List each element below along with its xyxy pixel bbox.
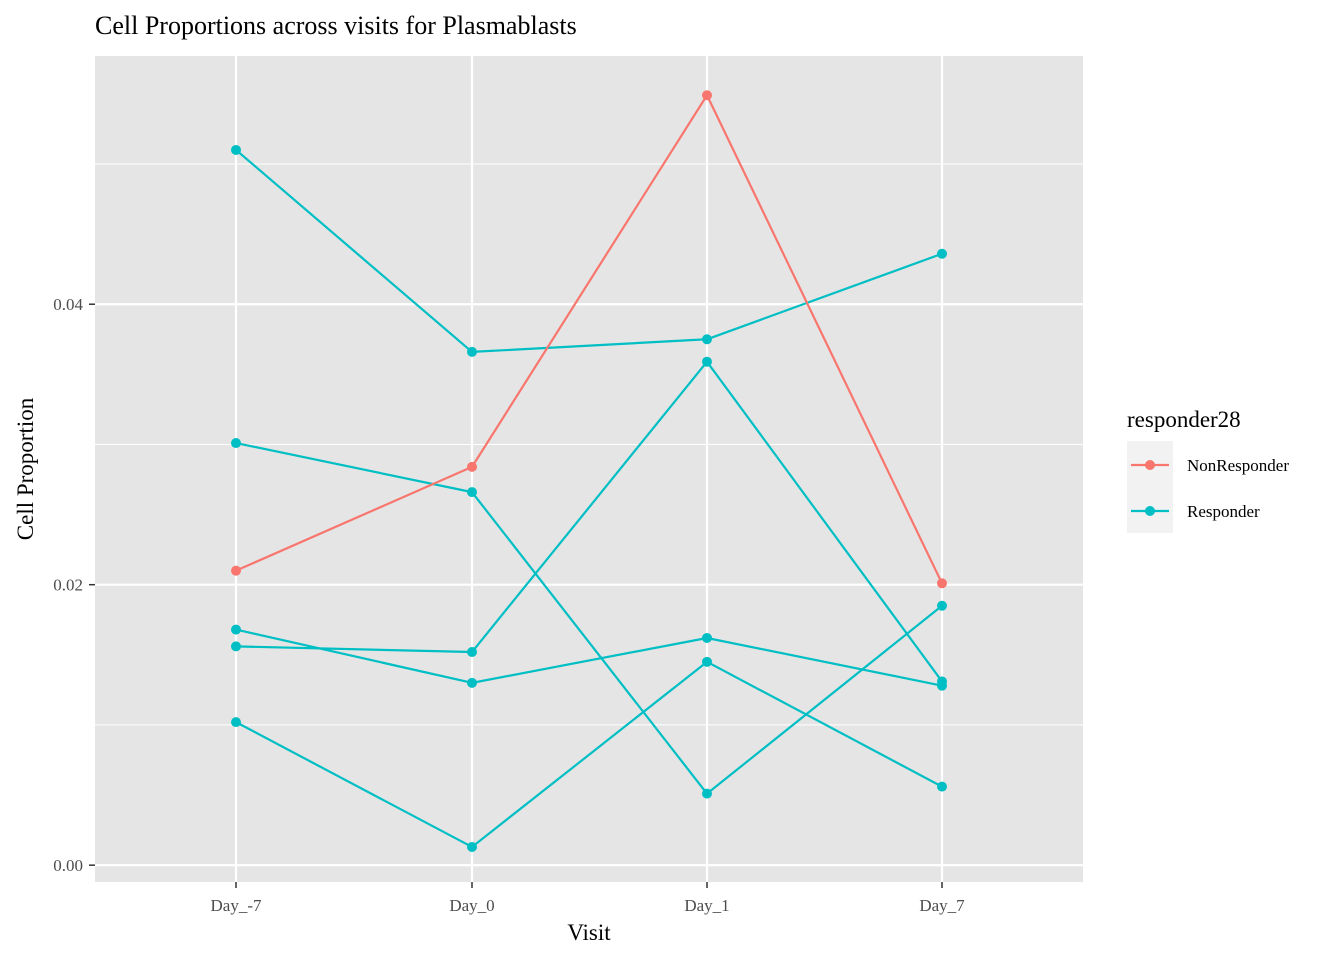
data-point-responder (231, 641, 241, 652)
data-point-nonresponder (937, 578, 947, 589)
y-tick-label: 0.00 (53, 856, 83, 875)
data-point-responder (231, 717, 241, 728)
data-point-responder (467, 346, 477, 357)
chart-title: Cell Proportions across visits for Plasm… (95, 11, 577, 40)
series-layer (231, 90, 947, 852)
axes: 0.00 0.02 0.04 Day_-7 Day_0 Day_1 Day_7 (53, 295, 965, 915)
series-line-responder (235, 660, 943, 849)
data-point-responder (937, 781, 947, 792)
plot-panel (95, 56, 1083, 882)
data-point-responder (937, 676, 947, 687)
data-point-responder (937, 248, 947, 259)
data-point-responder (702, 356, 712, 367)
data-point-responder (937, 600, 947, 611)
series-line-responder (235, 441, 943, 795)
legend-key-background (1127, 441, 1173, 533)
y-tick-label: 0.02 (53, 576, 83, 595)
data-point-responder (702, 334, 712, 345)
legend-key-point (1145, 506, 1155, 516)
x-tick-label: Day_1 (684, 896, 729, 915)
data-point-nonresponder (467, 461, 477, 472)
x-tick-label: Day_7 (919, 896, 965, 915)
data-point-responder (467, 487, 477, 498)
data-point-responder (702, 788, 712, 799)
data-point-responder (467, 677, 477, 688)
series-line-responder (235, 628, 943, 687)
legend-label: Responder (1187, 502, 1260, 521)
data-point-responder (231, 438, 241, 449)
data-point-nonresponder (702, 90, 712, 101)
x-tick-label: Day_-7 (211, 896, 262, 915)
data-point-responder (702, 656, 712, 667)
y-axis-title: Cell Proportion (13, 397, 38, 540)
data-point-responder (467, 841, 477, 852)
data-point-responder (467, 647, 477, 658)
legend-title: responder28 (1127, 407, 1241, 432)
data-point-responder (231, 624, 241, 635)
series-line-responder (235, 360, 943, 683)
x-tick-label: Day_0 (449, 896, 494, 915)
series-line-nonresponder (235, 94, 943, 584)
x-axis-title: Visit (567, 920, 611, 945)
data-point-responder (702, 632, 712, 643)
grid (95, 56, 1083, 882)
legend-label: NonResponder (1187, 456, 1289, 475)
data-point-nonresponder (231, 565, 241, 576)
legend: responder28 NonResponder Responder (1127, 407, 1289, 533)
y-tick-label: 0.04 (53, 295, 83, 314)
legend-key-point (1145, 460, 1155, 470)
data-point-responder (231, 144, 241, 155)
series-line-responder (235, 149, 943, 354)
